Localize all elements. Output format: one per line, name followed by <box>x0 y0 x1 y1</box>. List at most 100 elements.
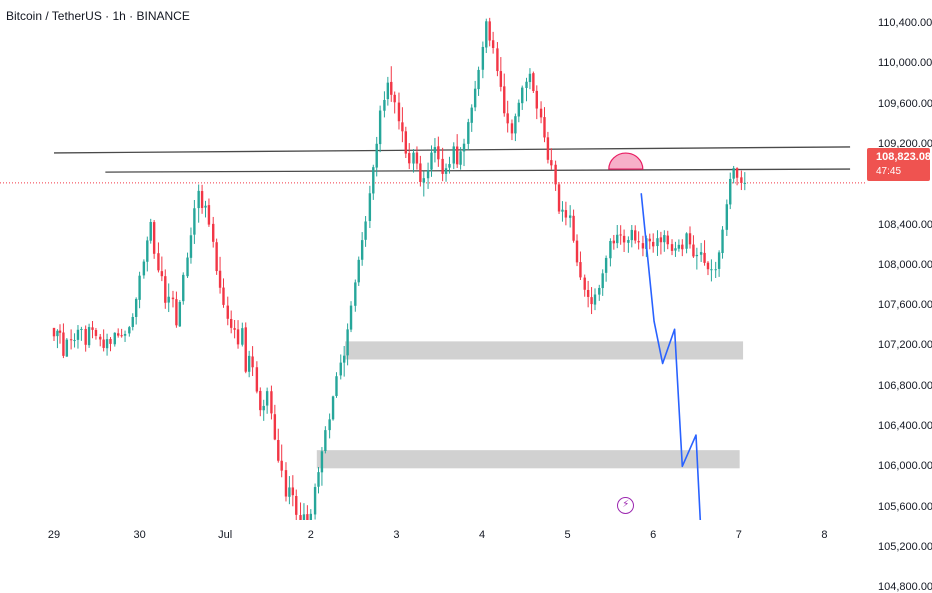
candle <box>212 216 215 248</box>
candle <box>462 138 466 167</box>
candle-body <box>590 297 593 305</box>
candle <box>695 247 699 270</box>
candle-body <box>360 240 364 260</box>
candle-body <box>94 329 98 336</box>
candle <box>372 164 375 200</box>
candle <box>346 323 349 366</box>
chart-title: Bitcoin / TetherUS · 1h · BINANCE <box>6 9 190 23</box>
candle-body <box>178 301 182 327</box>
candle <box>467 118 470 150</box>
candle-body <box>593 294 597 305</box>
candle <box>142 259 146 279</box>
candle-body <box>437 146 440 160</box>
candle-body <box>62 332 65 356</box>
candle-body <box>299 515 302 520</box>
candle <box>685 232 688 254</box>
candle-body <box>743 182 746 184</box>
candle-body <box>306 514 309 520</box>
candle <box>284 462 288 502</box>
candle <box>339 354 342 380</box>
candle <box>157 242 160 273</box>
resistance-line-2 <box>105 168 851 173</box>
candle-body <box>535 90 538 109</box>
candle-body <box>244 327 247 372</box>
candle-body <box>157 253 160 271</box>
candle-body <box>415 152 419 164</box>
candle-body <box>212 223 215 242</box>
candle <box>422 171 425 197</box>
candle <box>419 155 422 187</box>
candle <box>241 322 244 347</box>
chart-canvas[interactable] <box>0 0 865 520</box>
time-scale[interactable]: 29 30 Jul 2 3 4 5 6 7 8 <box>0 520 865 550</box>
time-tick-label: 8 <box>821 529 828 541</box>
price-scale[interactable]: 110,400.00 110,000.00 109,600.00 109,200.00… <box>865 0 932 593</box>
candle-body <box>703 252 706 263</box>
candle-body <box>197 190 200 209</box>
candle <box>401 107 404 143</box>
candle <box>270 385 273 420</box>
candle <box>342 345 346 377</box>
candle <box>481 41 485 79</box>
time-tick-label: 5 <box>564 529 571 541</box>
candle <box>735 167 739 186</box>
candle <box>94 327 98 340</box>
candle <box>288 476 291 505</box>
candle <box>99 334 102 347</box>
candle <box>437 136 440 167</box>
candle-body <box>265 391 269 406</box>
candle <box>652 233 655 253</box>
candle <box>393 91 396 114</box>
candle-body <box>102 339 105 348</box>
candle <box>732 165 735 184</box>
candle-body <box>467 122 470 144</box>
candle-body <box>393 94 396 103</box>
time-tick-label: 6 <box>650 529 657 541</box>
chart-area[interactable]: Bitcoin / TetherUS · 1h · BINANCE <box>0 0 865 520</box>
candle <box>146 236 149 272</box>
candle-body <box>732 168 735 179</box>
candle <box>590 287 593 315</box>
candle-body <box>80 328 83 330</box>
candle <box>364 216 367 247</box>
candle <box>291 475 295 507</box>
candle <box>383 91 386 118</box>
candle <box>637 231 640 250</box>
price-tick-label: 110,400.00 <box>878 17 932 29</box>
candle-body <box>488 21 491 41</box>
candle-body <box>171 297 175 300</box>
candle-body <box>186 257 189 277</box>
candle <box>441 147 444 182</box>
candle-body <box>105 339 109 349</box>
candle-body <box>630 229 633 241</box>
candle <box>186 252 189 278</box>
candle-body <box>99 336 102 340</box>
candle <box>656 230 659 256</box>
time-tick-label: 29 <box>47 529 61 541</box>
candle-body <box>324 430 327 451</box>
candle <box>535 85 538 120</box>
candle-body <box>149 221 152 241</box>
candle <box>612 234 616 250</box>
candle <box>193 200 196 244</box>
candle-body <box>368 193 372 221</box>
candle <box>444 163 448 182</box>
candle <box>532 71 535 94</box>
lightning-bolt-icon[interactable]: ⚡ <box>617 497 635 514</box>
candle <box>309 509 312 520</box>
candle <box>160 256 164 282</box>
price-tick-label: 110,000.00 <box>878 57 932 70</box>
candle <box>725 199 729 236</box>
candle <box>386 76 390 106</box>
candle <box>233 320 236 339</box>
candle-body <box>622 235 626 243</box>
candle <box>674 241 677 257</box>
candle <box>320 447 324 486</box>
candle-body <box>619 234 622 236</box>
candle-body <box>550 160 553 166</box>
candle-body <box>412 152 415 164</box>
candle-body <box>539 108 543 118</box>
candle <box>706 261 710 276</box>
projected-path-arrow <box>640 193 702 520</box>
candle-body <box>255 367 259 392</box>
